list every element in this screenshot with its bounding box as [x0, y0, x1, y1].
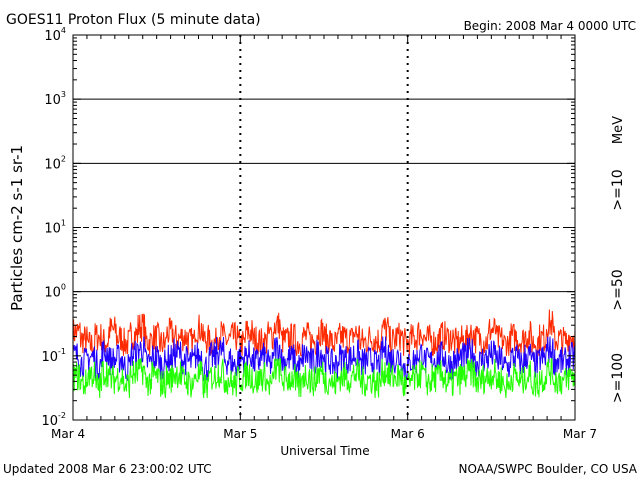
y-tick-base: 10 — [44, 93, 61, 108]
y-tick-label: 10-2 — [41, 411, 66, 429]
x-tick-label: Mar 6 — [391, 427, 425, 441]
x-tick-label: Mar 5 — [223, 427, 257, 441]
y-tick-exponent: 3 — [61, 90, 66, 99]
chart-title: GOES11 Proton Flux (5 minute data) — [6, 12, 261, 28]
credit: NOAA/SWPC Boulder, CO USA — [459, 462, 638, 476]
y-tick-exponent: -2 — [58, 411, 66, 420]
y-axis-label: Particles cm-2 s-1 sr-1 — [8, 145, 26, 311]
y-tick-label: 10-1 — [41, 347, 66, 365]
y-tick-base: 10 — [44, 29, 61, 44]
series-line-ge10 — [72, 309, 576, 357]
x-tick-label: Mar 7 — [563, 427, 597, 441]
y-tick-exponent: 1 — [61, 219, 66, 228]
begin-date: Begin: 2008 Mar 4 0000 UTC — [464, 19, 636, 33]
series-line-ge50 — [72, 336, 576, 382]
updated-time: Updated 2008 Mar 6 23:00:02 UTC — [3, 462, 212, 476]
y-tick-exponent: 2 — [61, 154, 66, 163]
y-tick-label: 100 — [44, 283, 66, 301]
y-tick-base: 10 — [44, 286, 61, 301]
y-tick-exponent: 0 — [61, 283, 66, 292]
y-tick-label: 103 — [44, 90, 66, 108]
y-tick-base: 10 — [41, 414, 58, 429]
x-axis-label: Universal Time — [280, 444, 369, 458]
legend-ge10: >=10 — [610, 169, 626, 210]
y-tick-base: 10 — [44, 222, 61, 237]
legend-unit: MeV — [611, 116, 626, 144]
y-tick-label: 102 — [44, 154, 66, 172]
y-tick-label: 104 — [44, 26, 66, 44]
y-tick-exponent: -1 — [58, 347, 66, 356]
y-tick-base: 10 — [41, 350, 58, 365]
y-tick-exponent: 4 — [61, 26, 66, 35]
legend-ge50: >=50 — [610, 269, 626, 310]
plot-area — [72, 309, 576, 399]
x-tick-label: Mar 4 — [51, 427, 85, 441]
legend-ge100: >=100 — [610, 353, 626, 403]
y-tick-base: 10 — [44, 157, 61, 172]
y-tick-label: 101 — [44, 219, 66, 237]
series-line-ge100 — [72, 357, 576, 399]
